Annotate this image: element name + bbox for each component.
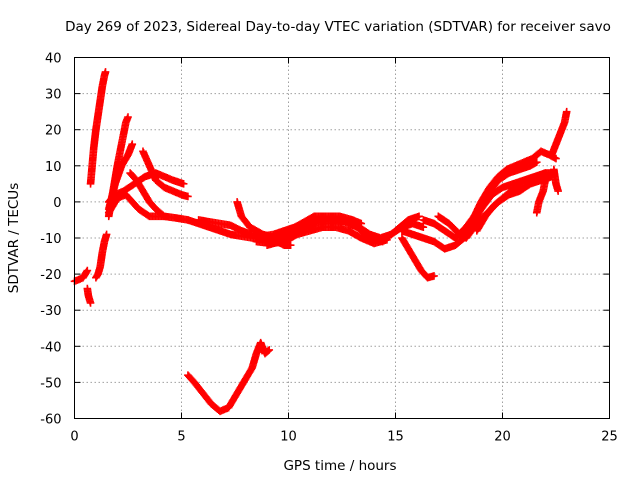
data-point [160,212,169,221]
series-end-drop [532,172,554,217]
data-point [86,299,95,307]
series-end-rise [547,107,571,159]
series-rise-steep [86,68,110,188]
series-start-low [70,266,92,286]
data-point [552,154,560,163]
y-tick-label: 30 [45,88,62,103]
y-tick-label: 40 [45,52,62,67]
data-point [562,107,571,116]
y-tick-label: -20 [40,268,61,283]
y-tick-label: 10 [45,160,62,175]
data-point [419,223,428,231]
data-point [264,347,272,355]
x-tick-label: 0 [70,430,78,445]
x-tick-label: 20 [494,430,511,445]
data-point [532,158,541,166]
data-points [70,68,571,416]
data-point [383,236,391,244]
x-tick-label: 15 [387,430,404,445]
y-tick-label: -30 [40,304,61,319]
data-point [541,169,550,177]
data-point [124,113,132,121]
data-point [128,140,137,148]
data-point [102,230,111,239]
series-deep-dip [184,338,274,416]
y-tick-label: -50 [40,376,61,391]
y-axis-ticks: -60 -50 -40 -30 -20 -10 0 10 20 30 40 [40,52,610,428]
y-tick-label: 0 [53,196,61,211]
series-rise-mid [92,230,111,282]
series-branch-e [126,169,169,221]
x-axis-ticks: 0 5 10 15 20 25 [70,57,618,445]
data-point [83,266,92,275]
x-tick-label: 10 [280,430,297,445]
chart-title: Day 269 of 2023, Sidereal Day-to-day VTE… [65,19,611,35]
y-tick-label: 20 [45,124,62,139]
x-tick-label: 25 [601,430,618,445]
y-tick-label: -60 [40,413,61,428]
y-tick-label: -40 [40,340,61,355]
series-main-lowest [252,223,391,248]
data-point [357,219,366,228]
series-late-e [473,169,550,235]
x-axis-label: GPS time / hours [283,458,396,474]
data-point [415,212,423,221]
data-point [265,346,274,354]
data-point [101,68,110,76]
x-tick-label: 5 [177,430,185,445]
series-branch-f [139,147,192,201]
data-point [430,272,438,280]
data-point [544,173,553,182]
data-point [554,187,562,195]
y-tick-label: -10 [40,232,61,247]
series-end-tail [550,165,562,195]
data-point [184,192,192,201]
data-point [179,180,188,188]
data-point [286,241,295,250]
series-late-d [468,147,560,224]
grid-lines [74,57,610,419]
y-axis-label: SDTVAR / TECUs [6,183,22,293]
series-late-dip [398,234,438,282]
series-dip-early [83,284,95,307]
